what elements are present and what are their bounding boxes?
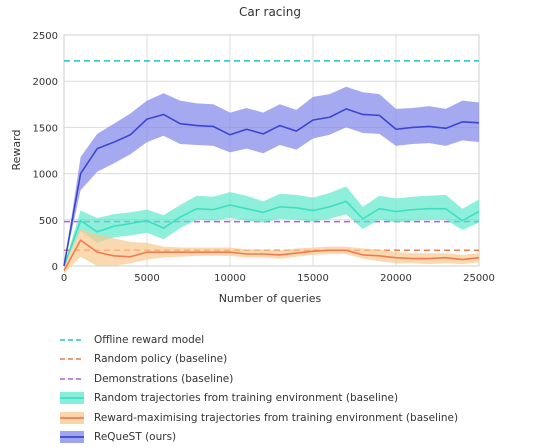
legend-item: ReQueST (ours) [60, 428, 530, 447]
legend-swatch [60, 373, 84, 385]
legend-item: Offline reward model [60, 330, 530, 350]
y-tick-label: 2500 [33, 31, 58, 42]
x-tick-label: 25000 [463, 273, 495, 284]
y-tick-label: 500 [39, 216, 58, 227]
x-tick-label: 15000 [297, 273, 329, 284]
legend-swatch [60, 412, 84, 424]
x-tick-label: 5000 [134, 273, 159, 284]
legend-label: Random policy (baseline) [94, 353, 227, 365]
y-tick-label: 1000 [33, 170, 58, 181]
legend-item: Random policy (baseline) [60, 350, 530, 370]
y-tick-label: 1500 [33, 123, 58, 134]
legend-label: ReQueST (ours) [94, 431, 176, 443]
legend: Offline reward model Random policy (basel… [60, 330, 530, 447]
y-tick-label: 2000 [33, 77, 58, 88]
series-band [64, 87, 479, 266]
legend-label: Demonstrations (baseline) [94, 373, 233, 385]
legend-swatch [60, 334, 84, 346]
legend-swatch [60, 431, 84, 443]
x-tick-label: 20000 [380, 273, 412, 284]
chart-title: Car racing [239, 5, 301, 19]
legend-item: Reward-maximising trajectories from trai… [60, 408, 530, 428]
legend-item: Random trajectories from training enviro… [60, 389, 530, 409]
y-tick-label: 0 [52, 262, 58, 273]
chart-area: Car racing Reward Number of queries 0 500… [0, 0, 539, 330]
legend-label: Reward-maximising trajectories from trai… [94, 412, 458, 424]
x-axis-label: Number of queries [219, 292, 322, 305]
x-tick-label: 0 [61, 273, 67, 284]
legend-label: Offline reward model [94, 334, 204, 346]
legend-swatch [60, 392, 84, 404]
y-axis-label: Reward [10, 130, 23, 171]
confidence-bands [64, 87, 479, 274]
legend-label: Random trajectories from training enviro… [94, 392, 398, 404]
legend-swatch [60, 353, 84, 365]
legend-item: Demonstrations (baseline) [60, 369, 530, 389]
x-tick-label: 10000 [214, 273, 246, 284]
